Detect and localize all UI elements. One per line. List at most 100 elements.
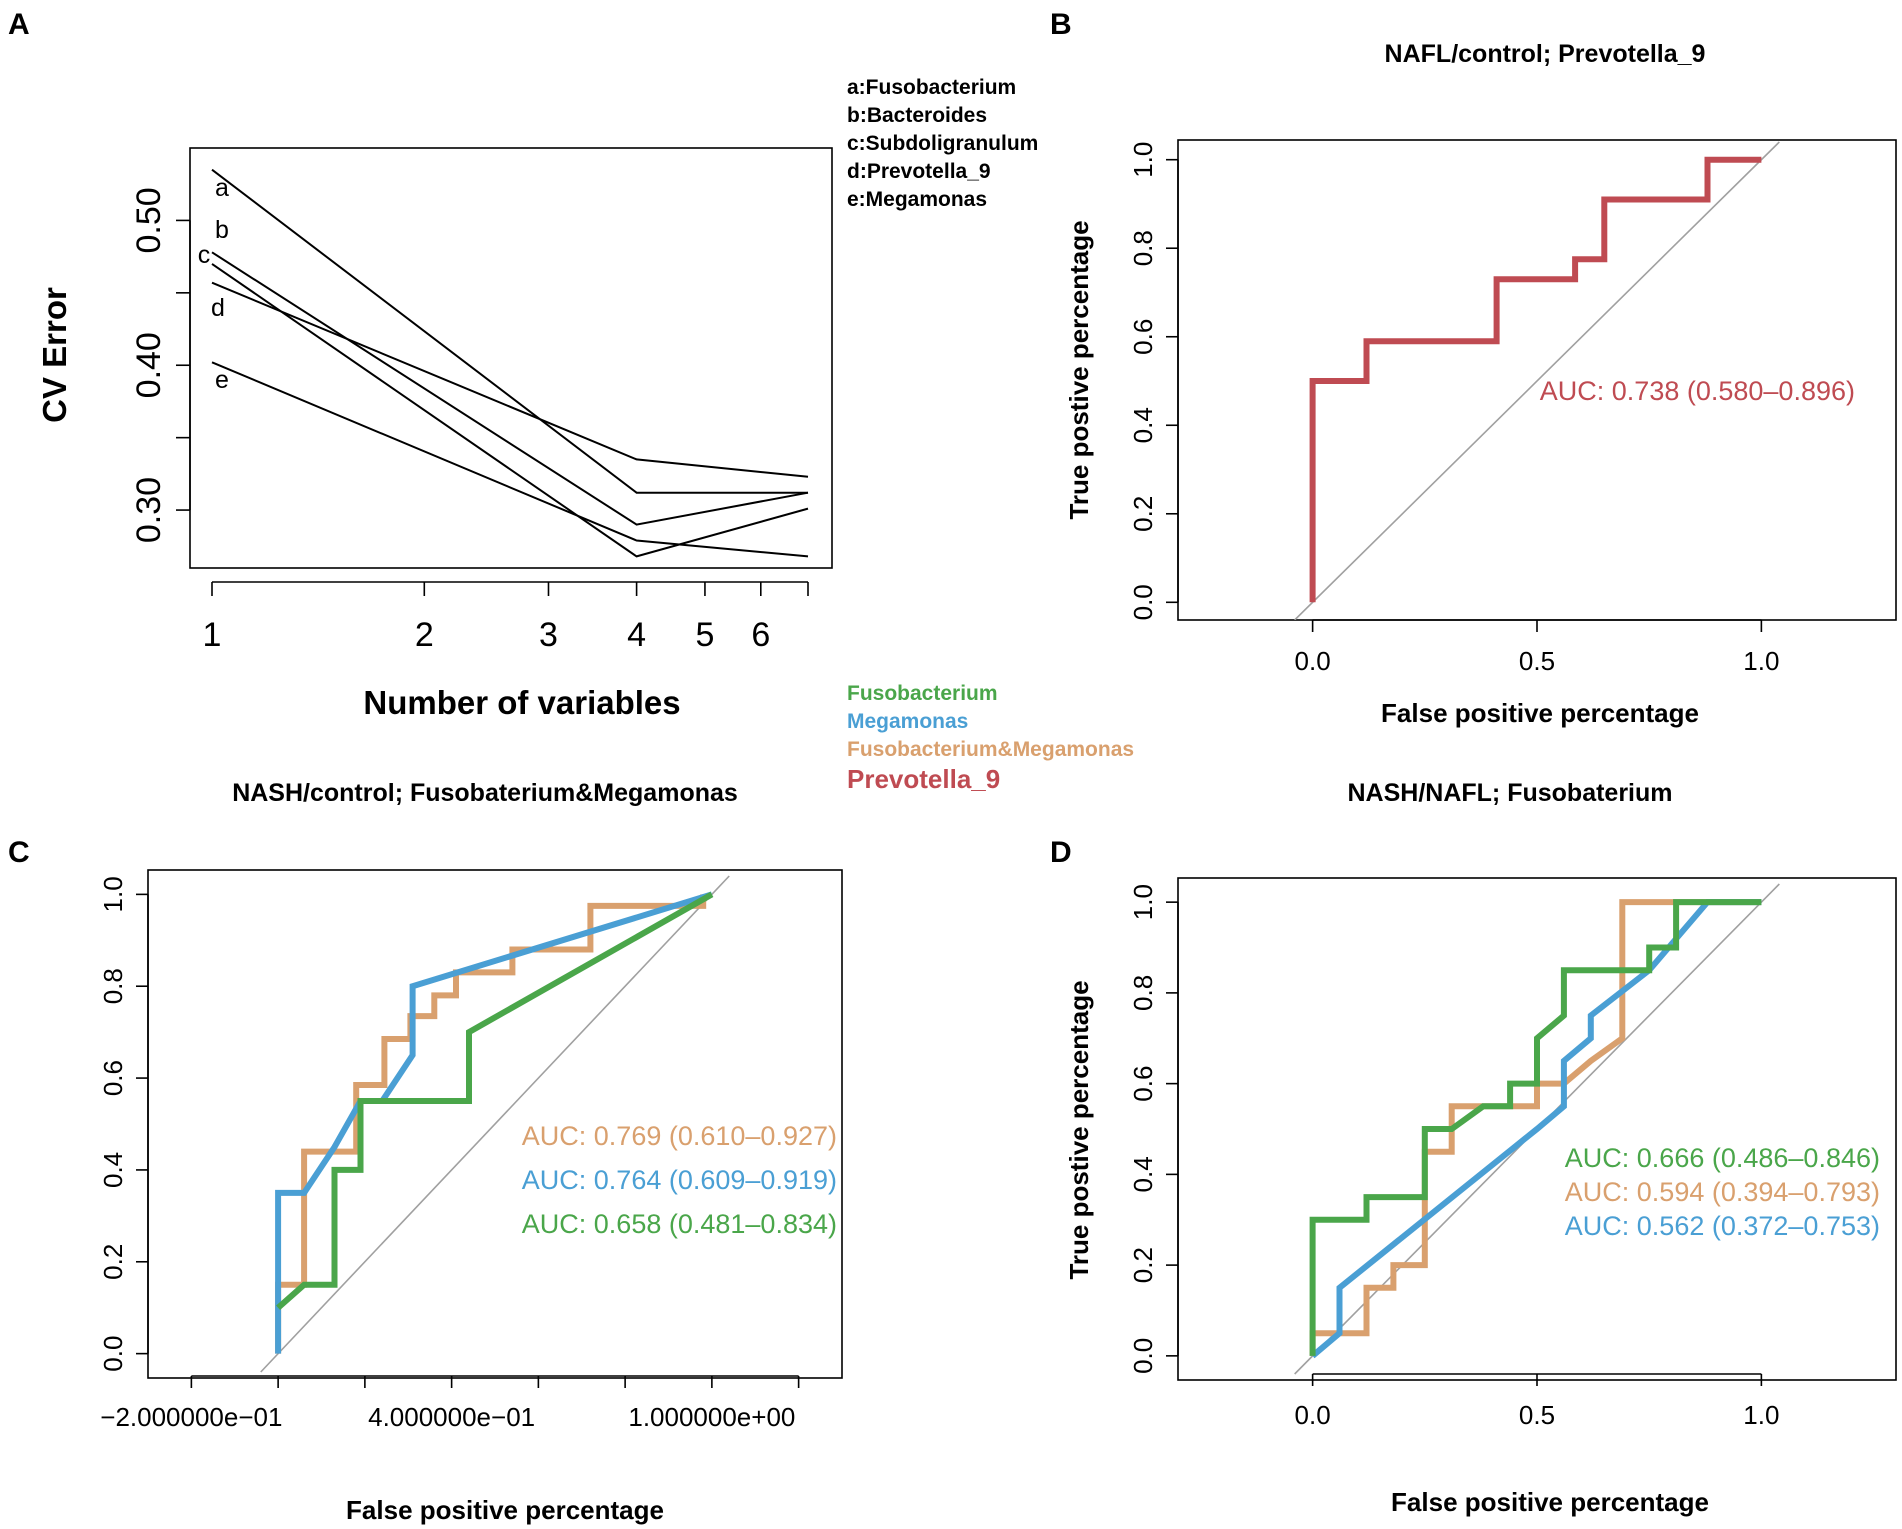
y-tick-label: 0.8: [98, 968, 128, 1004]
y-tick-label: 0.0: [1128, 584, 1158, 620]
auc-label-d: AUC: 0.666 (0.486–0.846): [1565, 1143, 1880, 1173]
y-tick-label: 0.2: [1128, 1247, 1158, 1283]
y-tick-label-a: 0.40: [130, 332, 168, 398]
panel-d-roc-chart: D NASH/NAFL; Fusobaterium 0.00.20.40.60.…: [1050, 779, 1897, 1517]
auc-label-c: AUC: 0.658 (0.481–0.834): [522, 1209, 837, 1239]
legend-a-item: b:Bacteroides: [847, 104, 987, 127]
legend-prevotella-9: Prevotella_9: [847, 764, 1000, 794]
panel-label-d: D: [1050, 836, 1072, 869]
auc-label-c: AUC: 0.769 (0.610–0.927): [522, 1121, 837, 1151]
x-axis-c: −2.000000e−01 4.000000e−01 1.000000e+00: [100, 1375, 800, 1432]
curve-letter-e: e: [215, 366, 229, 394]
chart-title-b: NAFL/control; Prevotella_9: [1385, 40, 1706, 68]
x-axis-label-c: False positive percentage: [346, 1495, 664, 1525]
diagonal-reference-line: [1294, 141, 1780, 620]
y-tick-label: 1.0: [98, 876, 128, 912]
panel-a-legend: a:Fusobacterium b:Bacteroides c:Subdolig…: [847, 76, 1038, 211]
y-tick-label: 0.8: [1128, 975, 1158, 1011]
auc-label-c: AUC: 0.764 (0.609–0.919): [522, 1165, 837, 1195]
y-tick-label-a: 0.50: [130, 187, 168, 253]
y-tick-label: 0.2: [1128, 496, 1158, 532]
x-tick-label: 0.5: [1519, 646, 1555, 676]
x-tick-label-a: 6: [751, 616, 770, 654]
auc-label-b: AUC: 0.738 (0.580–0.896): [1540, 376, 1855, 406]
chart-title-c: NASH/control; Fusobaterium&Megamonas: [232, 779, 738, 807]
cv-line-c: [211, 263, 809, 558]
y-tick-label-a: 0.30: [130, 477, 168, 543]
legend-fusobacterium: Fusobacterium: [847, 682, 998, 705]
x-axis-b: 0.0 0.5 1.0: [1295, 619, 1779, 676]
x-axis-d: 0.0 0.5 1.0: [1295, 1373, 1779, 1430]
x-tick-label: 1.0: [1743, 646, 1779, 676]
figure-color-legend: Fusobacterium Megamonas Fusobacterium&Me…: [847, 682, 1134, 794]
auc-label-d: AUC: 0.562 (0.372–0.753): [1565, 1211, 1880, 1241]
y-tick-label: 0.0: [1128, 1338, 1158, 1374]
legend-megamonas: Megamonas: [847, 710, 968, 733]
y-axis-label-b: True postive percentage: [1064, 220, 1094, 519]
panel-c-roc-chart: C NASH/control; Fusobaterium&Megamonas 0…: [8, 779, 843, 1525]
y-axis-b: 0.0 0.2 0.4 0.6 0.8 1.0: [1128, 142, 1179, 620]
y-tick-label: 0.4: [98, 1152, 128, 1188]
y-axis-c: 0.0 0.2 0.4 0.6 0.8 1.0: [98, 876, 149, 1372]
chart-title-d: NASH/NAFL; Fusobaterium: [1348, 779, 1673, 807]
panel-b-roc-chart: B NAFL/control; Prevotella_9 0.00.20.40.…: [1050, 8, 1897, 728]
y-tick-label: 0.4: [1128, 407, 1158, 443]
roc-plot-b: 0.0 0.2 0.4 0.6 0.8 1.0 0.0 0.5 1.0: [1128, 141, 1780, 676]
legend-a-item: c:Subdoligranulum: [847, 132, 1038, 155]
roc-curve-fusobacterium: [276, 891, 714, 1310]
curve-letter-c: c: [198, 241, 211, 269]
cv-line-b: [211, 251, 809, 526]
curve-letter-b: b: [215, 216, 229, 244]
roc-plot-d: 0.0 0.2 0.4 0.6 0.8 1.0 0.0 0.5 1.0: [1128, 883, 1780, 1430]
x-tick-label-a: 5: [695, 616, 714, 654]
y-axis-d: 0.0 0.2 0.4 0.6 0.8 1.0: [1128, 884, 1179, 1374]
legend-a-item: d:Prevotella_9: [847, 160, 991, 183]
x-tick-label: 1.000000e+00: [628, 1402, 795, 1432]
panel-label-b: B: [1050, 8, 1072, 41]
x-axis-label-b: False positive percentage: [1381, 698, 1699, 728]
roc-curve-fusobacterium-megamonas: [275, 894, 707, 1354]
legend-fuso-megamonas: Fusobacterium&Megamonas: [847, 738, 1134, 761]
x-tick-label: 0.5: [1519, 1400, 1555, 1430]
y-tick-label: 0.0: [98, 1336, 128, 1372]
plot-frame-a: [189, 147, 833, 569]
cv-line-e: [211, 361, 809, 558]
cv-error-lines: [211, 168, 809, 558]
panel-label-a: A: [8, 8, 30, 41]
y-tick-label: 0.8: [1128, 230, 1158, 266]
auc-label-d: AUC: 0.594 (0.394–0.793): [1565, 1177, 1880, 1207]
y-tick-label: 0.4: [1128, 1156, 1158, 1192]
y-axis-label-d: True postive percentage: [1064, 980, 1094, 1279]
y-tick-label: 0.6: [98, 1060, 128, 1096]
roc-plot-c: 0.0 0.2 0.4 0.6 0.8 1.0 −2.000000e−01 4.000000e…: [98, 875, 800, 1432]
x-tick-label-a: 1: [203, 616, 222, 654]
x-tick-label: 0.0: [1295, 1400, 1331, 1430]
diagonal-reference-line: [260, 875, 730, 1373]
y-tick-label: 0.6: [1128, 319, 1158, 355]
y-axis-label-a: CV Error: [36, 287, 73, 423]
cv-line-d: [211, 281, 809, 478]
x-tick-label-a: 4: [627, 616, 646, 654]
y-tick-label: 0.2: [98, 1244, 128, 1280]
x-axis-label-a: Number of variables: [363, 684, 680, 721]
roc-curve-fusobacterium: [1309, 899, 1762, 1356]
x-tick-label-a: 3: [539, 616, 558, 654]
x-axis-label-d: False positive percentage: [1391, 1487, 1709, 1517]
x-tick-label: −2.000000e−01: [100, 1402, 282, 1432]
x-tick-label: 0.0: [1295, 646, 1331, 676]
legend-a-item: e:Megamonas: [847, 188, 987, 211]
x-tick-label: 4.000000e−01: [368, 1402, 535, 1432]
cv-line-a: [211, 168, 808, 494]
curve-letter-a: a: [215, 174, 229, 202]
roc-curve-prevotella-9: [1309, 156, 1762, 603]
y-tick-label: 0.6: [1128, 1066, 1158, 1102]
y-axis-a: 0.30 0.40 0.50: [130, 187, 191, 543]
x-tick-label-a: 2: [415, 616, 434, 654]
panel-label-c: C: [8, 836, 30, 869]
legend-a-item: a:Fusobacterium: [847, 76, 1016, 99]
x-tick-label: 1.0: [1743, 1400, 1779, 1430]
